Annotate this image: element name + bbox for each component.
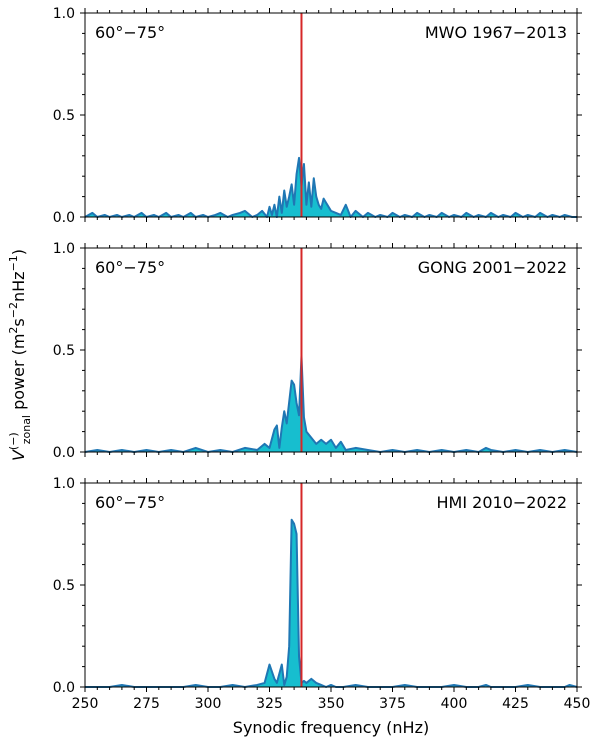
panel-1: 0.0 0.5 1.0 60°−75° MWO 1967−2013: [53, 6, 582, 226]
x-tick-label: 350: [318, 696, 345, 712]
latitude-label: 60°−75°: [95, 258, 165, 277]
axes-frame: [84, 482, 578, 688]
x-tick-label: 425: [502, 696, 529, 712]
y-tick-label: 1.0: [53, 476, 75, 492]
y-axis-label: V(−)zonal power (m2s−2nHz−1): [7, 249, 33, 461]
dataset-label: MWO 1967−2013: [425, 23, 567, 42]
y-tick-label: 0.0: [53, 445, 75, 461]
dataset-label: HMI 2010−2022: [437, 493, 567, 512]
panel-3: 0.0 0.5 1.0 60°−75° HMI 2010−2022: [53, 476, 582, 696]
power-line: [84, 355, 578, 453]
x-axis-label: Synodic frequency (nHz): [233, 718, 429, 737]
dataset-label: GONG 2001−2022: [418, 258, 567, 277]
y-tick-label: 0.0: [53, 210, 75, 226]
panels: 0.0 0.5 1.0 60°−75° MWO 1967−2013 0.0 0.5 1.0 60…: [53, 6, 591, 712]
x-tick-label: 325: [256, 696, 283, 712]
x-tick-label: 375: [379, 696, 406, 712]
axes-frame: [84, 247, 578, 453]
x-tick-label: 250: [72, 696, 99, 712]
x-tick-label: 300: [195, 696, 222, 712]
y-tick-label: 0.5: [53, 343, 75, 359]
panel-2: 0.0 0.5 1.0 60°−75° GONG 2001−2022: [53, 241, 582, 461]
power-area: [85, 356, 577, 452]
latitude-label: 60°−75°: [95, 23, 165, 42]
latitude-label: 60°−75°: [95, 493, 165, 512]
power-line: [84, 156, 577, 218]
x-tick-label: 275: [133, 696, 160, 712]
y-tick-label: 1.0: [53, 6, 75, 22]
axes-frame: [84, 12, 578, 218]
y-tick-label: 1.0: [53, 241, 75, 257]
y-tick-label: 0.0: [53, 680, 75, 696]
power-line: [85, 518, 578, 688]
power-area: [85, 519, 577, 687]
y-tick-label: 0.5: [53, 108, 75, 124]
y-tick-label: 0.5: [53, 578, 75, 594]
power-area: [85, 157, 577, 217]
x-tick-label: 450: [564, 696, 591, 712]
x-tick-label: 400: [441, 696, 468, 712]
